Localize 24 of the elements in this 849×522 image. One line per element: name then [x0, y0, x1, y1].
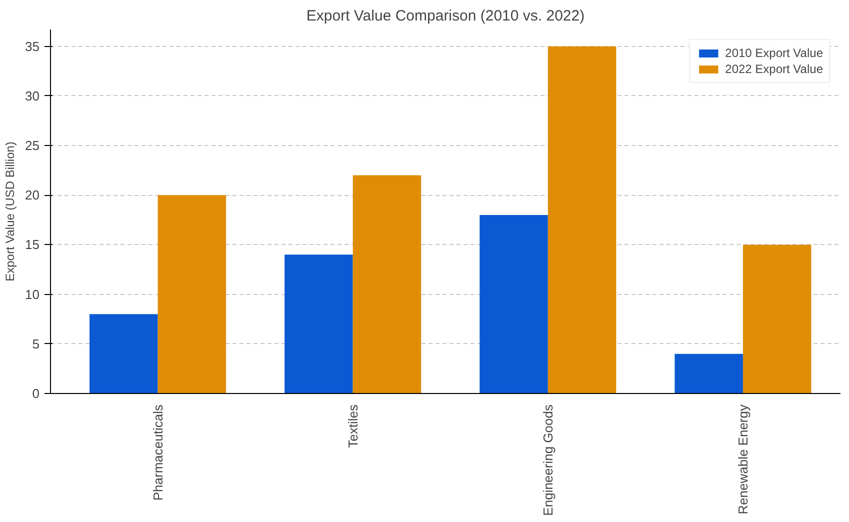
bar — [674, 354, 743, 394]
x-tick-label: Engineering Goods — [540, 404, 556, 516]
bar — [158, 195, 226, 394]
chart-title: Export Value Comparison (2010 vs. 2022) — [306, 8, 585, 24]
x-tick-label: Pharmaceuticals — [150, 404, 166, 501]
y-tick-label: 35 — [25, 38, 40, 54]
y-tick-label: 30 — [25, 88, 40, 104]
y-tick-label: 10 — [25, 286, 40, 302]
y-tick-label: 15 — [25, 237, 40, 252]
y-tick-label: 25 — [25, 138, 40, 154]
bar — [284, 254, 353, 394]
x-tick-label: Textiles — [345, 404, 360, 448]
bar — [548, 46, 616, 394]
x-tick-label: Renewable Energy — [735, 404, 750, 514]
bar — [742, 244, 812, 394]
y-tick-label: 20 — [25, 188, 40, 203]
legend-label: 2022 Export Value — [725, 62, 823, 76]
legend-label: 2010 Export Value — [725, 46, 823, 60]
y-axis-title: Export Value (USD Billion) — [3, 142, 18, 282]
y-tick-label: 0 — [32, 386, 40, 401]
bar — [480, 214, 548, 394]
bar — [352, 175, 422, 394]
y-tick-label: 5 — [32, 336, 40, 352]
bar — [90, 314, 158, 394]
